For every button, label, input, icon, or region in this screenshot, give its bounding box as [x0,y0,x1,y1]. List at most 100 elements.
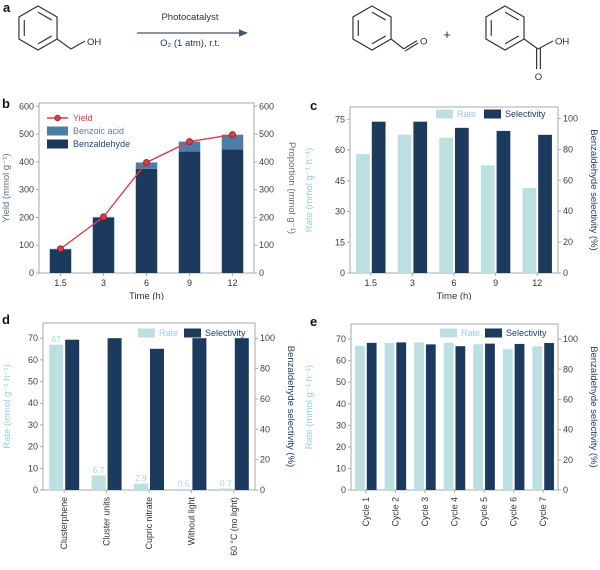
stacked-bar-segment [221,134,244,150]
panel-e-recycling-chart: 0 10 20 30 40 50 60 70 0 20 40 60 80 100 Cycle 1 Cycle … [300,300,600,570]
selectivity-bar [366,342,377,490]
right-tick-label: 0 [563,268,568,278]
yield-vs-time-chart: 0 100 200 300 400 500 600 0 100 200 300 400 500 600 1.… [1,101,297,300]
left-tick-label: 500 [19,129,34,139]
cho-bond [390,38,405,50]
right-axis-title: Benzaldehyde selectivity (%) [588,346,599,467]
left-tick-label: 50 [336,377,346,387]
rate-bar [218,488,233,490]
reaction-scheme-drawing: OH O + O OH [18,5,569,83]
right-tick-label: 200 [259,212,274,222]
rate-bar [443,342,454,490]
selectivity-bar [65,339,80,490]
x-tick-label: 12 [532,278,542,288]
x-tick-label: 3 [410,278,415,288]
selectivity-bar [396,342,407,490]
double-bond [504,35,520,45]
left-tick-label: 40 [28,398,38,408]
legend-label: Yield [73,113,93,123]
x-category-label: Clusterphene [59,497,69,549]
benzene-ring [18,5,58,51]
x-tick-label: 1.5 [54,278,67,288]
right-tick-label: 100 [563,114,578,124]
rate-bar [356,154,370,273]
right-tick-label: 600 [259,101,274,111]
selectivity-bar [150,348,164,490]
left-axis-title: Rate (mmol g⁻¹ h⁻¹) [2,364,13,448]
stacked-bar-segment [221,149,244,273]
x-tick-label: 1.5 [365,278,378,288]
selectivity-bar [425,344,436,490]
left-tick-label: 75 [335,114,345,124]
left-tick-label: 40 [336,399,346,409]
benzaldehyde-molecule [352,5,419,52]
right-tick-label: 80 [563,144,573,154]
rate-bar [49,344,64,490]
panel-d-control-experiments-chart: 0 10 20 30 40 50 60 70 0 20 40 60 80 100 Clusterphene C… [0,300,300,570]
plus-sign: + [443,27,451,42]
rate-bar [384,342,395,490]
legend-label: Selectivity [506,328,547,338]
right-tick-label: 500 [259,129,274,139]
bar-value-label: 6.7 [93,465,105,475]
rate-bar [532,346,543,490]
c-o-double-bond [404,42,419,52]
legend-swatch [440,328,457,338]
c-oh-bond [70,40,86,50]
rate-bar [439,137,453,273]
right-tick-label: 60 [563,394,573,404]
right-tick-label: 0 [259,268,264,278]
legend-swatch [485,328,502,338]
cooh-bond [523,38,539,50]
right-tick-label: 20 [563,455,573,465]
legend-swatch [138,328,155,338]
x-category-label: Cycle 5 [479,497,489,526]
carbonyl-o-label: O [420,37,427,48]
double-bond [37,35,53,45]
yield-marker [143,158,150,166]
left-tick-label: 30 [335,207,345,217]
selectivity-bar [455,346,466,490]
yield-marker [186,138,193,146]
selectivity-bar [538,134,552,273]
benzene-ring [352,5,392,51]
bar-value-label: 0.7 [220,478,232,488]
right-tick-label: 40 [260,424,270,434]
left-tick-label: 15 [335,237,345,247]
x-tick-label: 9 [493,278,498,288]
rate-bar [355,345,365,490]
x-tick-label: 6 [451,278,456,288]
left-tick-label: 600 [19,101,34,111]
x-category-label: Cycle 4 [450,497,460,526]
left-tick-label: 10 [336,463,346,473]
stacked-bar-segment [49,249,72,273]
legend-swatch [484,109,501,119]
legend-marker [54,114,61,122]
legend-swatch [47,139,68,149]
legend-swatch [184,328,201,338]
left-tick-label: 60 [335,145,345,155]
panel-label-a: a [3,0,11,15]
panel-b-yield-chart: 0 100 200 300 400 500 600 0 100 200 300 400 500 600 1.… [0,85,300,300]
bar-value-label: 67 [51,334,61,344]
yield-marker [57,245,64,253]
rate-bar [522,187,537,273]
x-tick-label: 12 [227,278,237,288]
left-tick-label: 0 [340,268,345,278]
bar-value-label: 2.9 [135,473,147,483]
panel-label-b: b [2,96,10,111]
x-category-label: Without light [186,496,196,545]
legend-label: Rate [461,328,480,338]
right-tick-label: 100 [260,333,275,343]
left-tick-label: 100 [19,240,34,250]
rate-selectivity-vs-time-chart: 0 15 30 45 60 75 0 20 40 60 80 100 1.5 3 6 9 12 Time (h) R… [304,106,599,300]
right-axis-title: Proportion (mmol g⁻¹) [286,142,297,234]
x-category-label: Cycle 2 [390,497,400,526]
reaction-conditions-label: O₂ (1 atm), r.t. [160,38,220,49]
arrow-head [239,29,248,37]
c-o-double-bond [403,40,418,50]
legend-label: Selectivity [505,109,546,119]
legend-label: Selectivity [205,328,246,338]
selectivity-bar [371,121,386,273]
left-tick-label: 10 [28,463,38,473]
